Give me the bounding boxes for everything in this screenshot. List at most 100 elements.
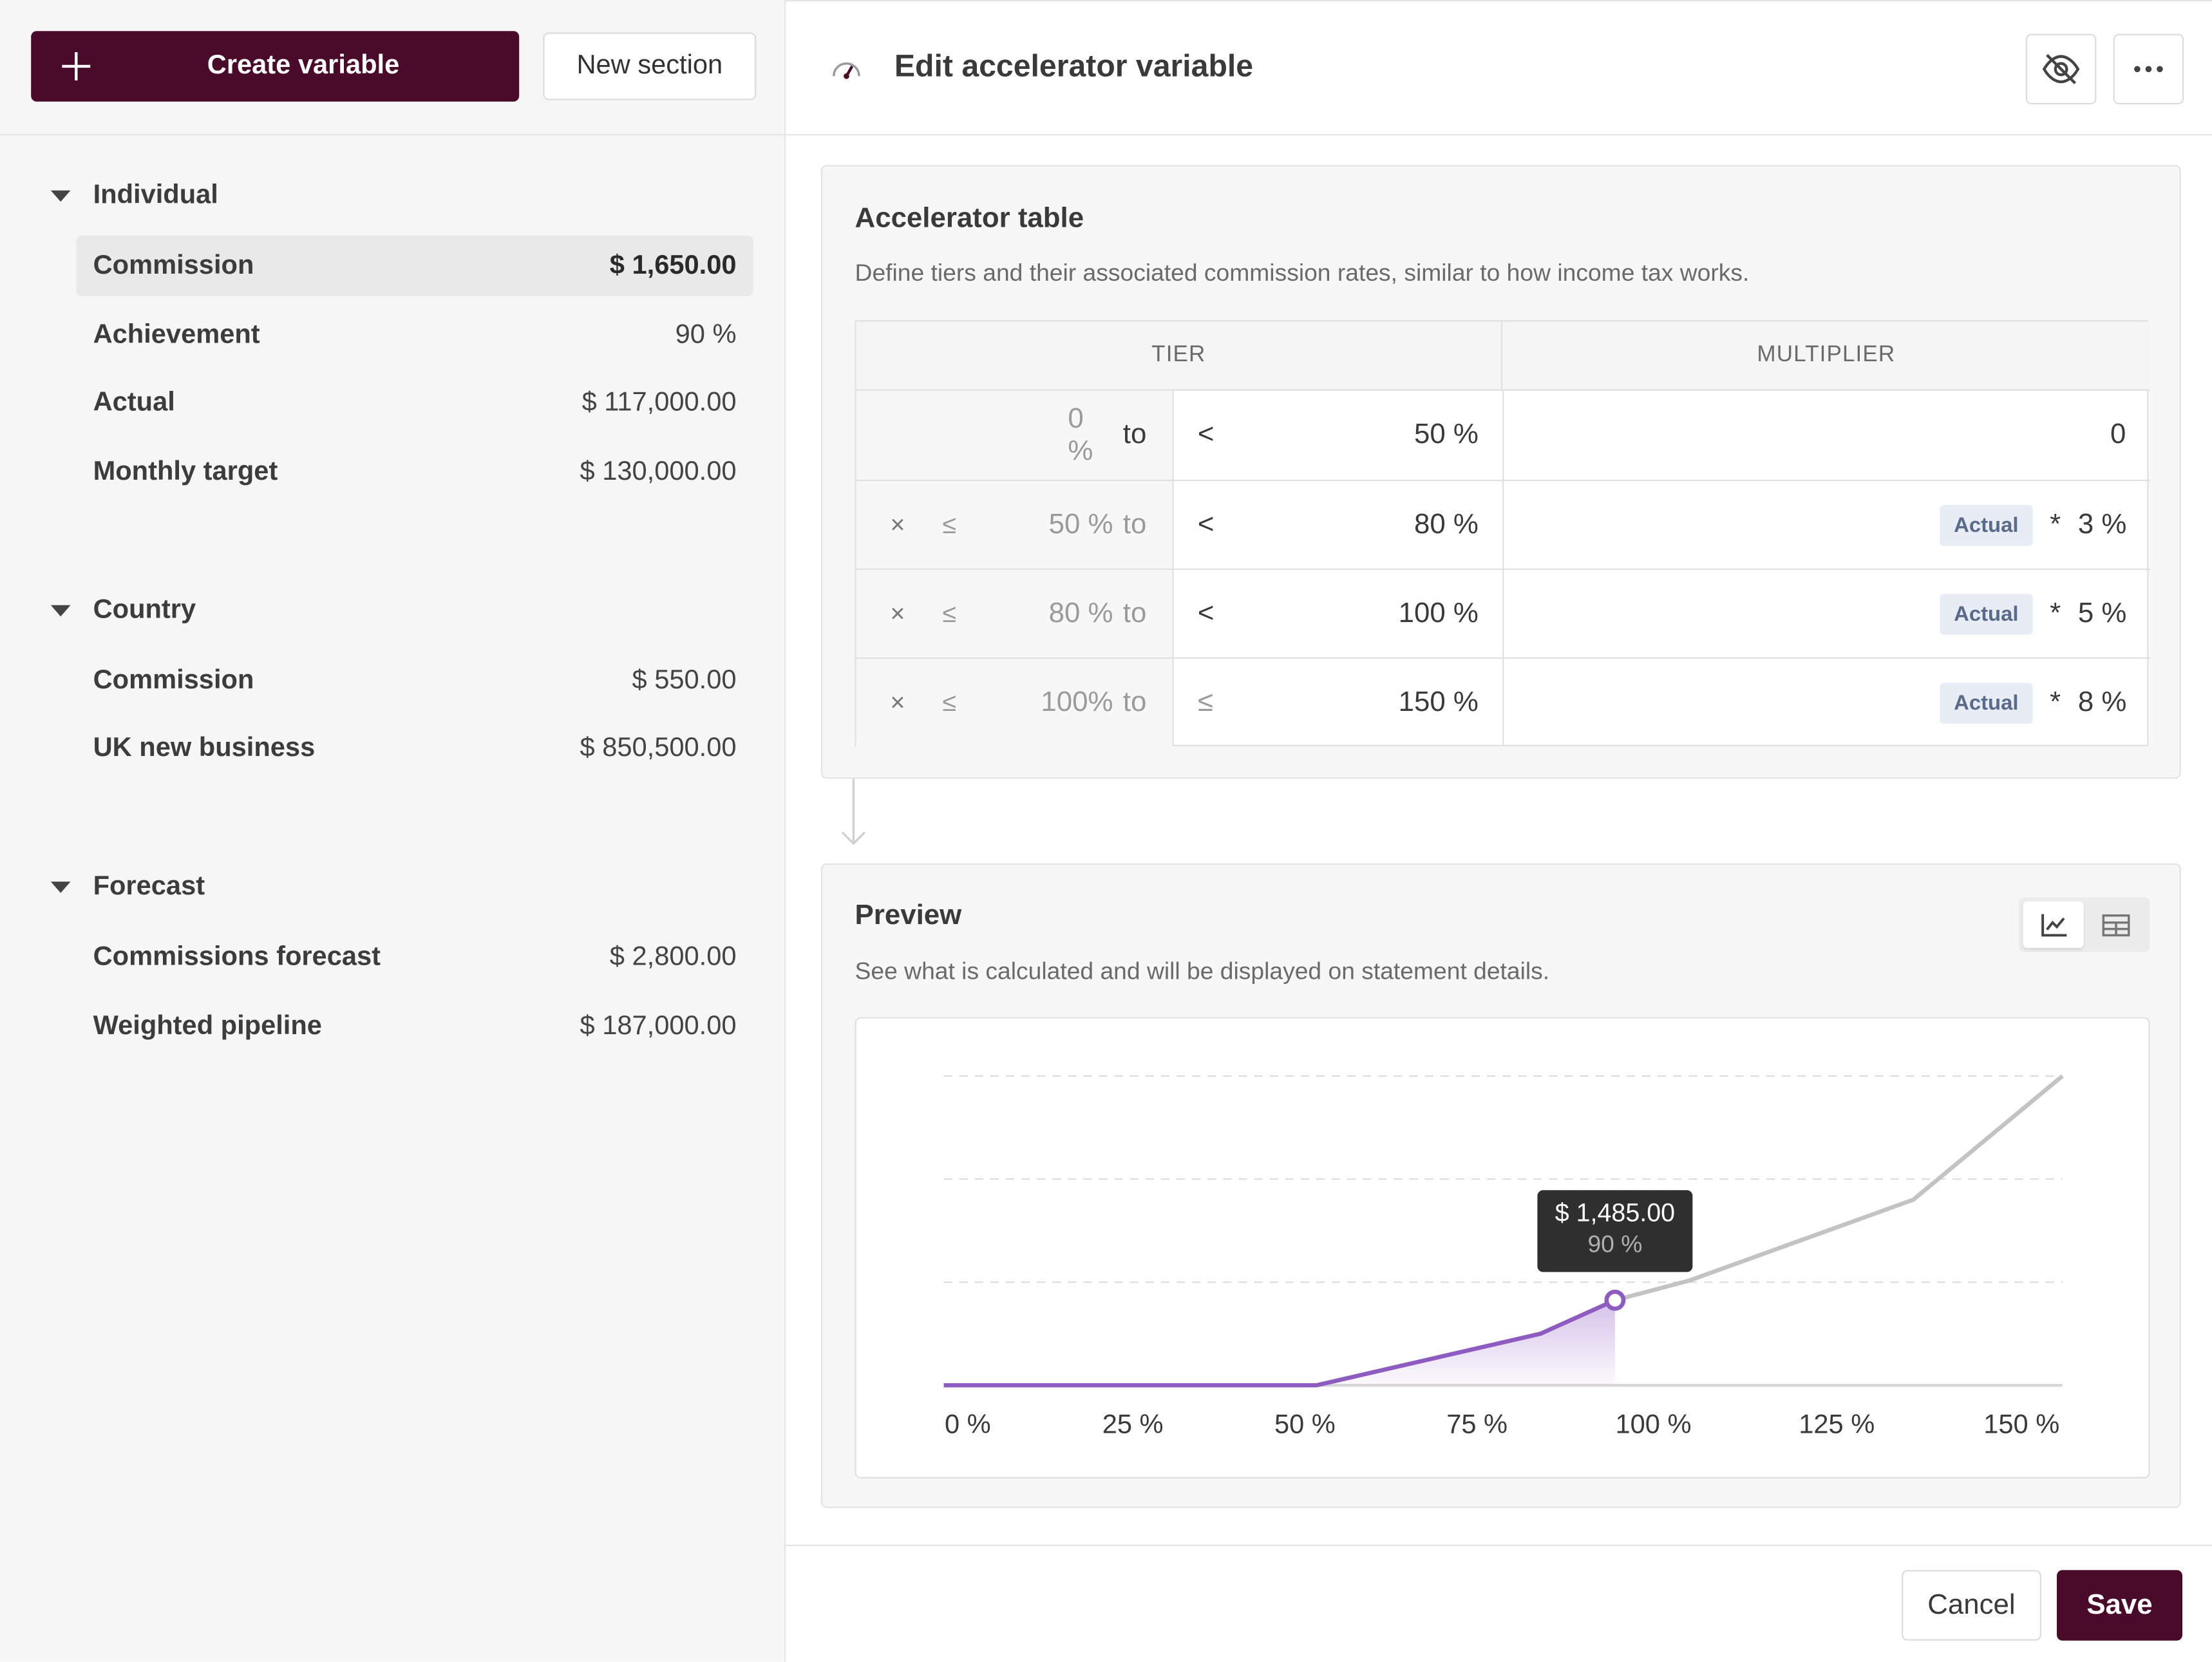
tier-to-operator: ≤ — [1197, 686, 1213, 717]
variable-badge-actual[interactable]: Actual — [1940, 504, 2033, 545]
sidebar-toolbar: Create variable New section — [0, 0, 785, 136]
variable-row-monthly-target[interactable]: Monthly target $ 130,000.00 — [76, 442, 753, 502]
cancel-button[interactable]: Cancel — [1902, 1570, 2041, 1641]
tier-to-operator: < — [1197, 597, 1215, 628]
variable-name: Commission — [93, 665, 254, 695]
series-line-achieved — [943, 1298, 1616, 1388]
variable-badge-actual[interactable]: Actual — [1940, 593, 2033, 634]
variable-name: Monthly target — [93, 456, 278, 486]
more-options-button[interactable] — [2113, 33, 2184, 105]
section-header-forecast[interactable]: Forecast — [50, 866, 205, 909]
variable-row-achievement[interactable]: Achievement 90 % — [76, 305, 753, 365]
panel-header: Edit accelerator variable — [786, 0, 2212, 136]
accelerator-table: TIER MULTIPLIER 0 % to < 50 % 0 × ≤ 50 % — [855, 320, 2150, 746]
chart-view-button[interactable] — [2023, 901, 2084, 949]
eye-off-icon — [2042, 53, 2080, 84]
more-icon — [2134, 66, 2163, 73]
multiplier-value[interactable]: 5 % — [2077, 597, 2127, 628]
badge-wrap: Actual — [1940, 481, 2033, 569]
create-variable-button[interactable]: Create variable — [31, 31, 520, 102]
variable-value: $ 2,800.00 — [609, 941, 737, 972]
caret-down-icon — [50, 190, 71, 202]
table-icon — [2101, 913, 2130, 936]
panel-footer: Cancel Save — [786, 1544, 2212, 1662]
variable-row-actual[interactable]: Actual $ 117,000.00 — [76, 372, 753, 433]
remove-tier-button[interactable]: × — [890, 687, 905, 716]
column-header-multiplier: MULTIPLIER — [1502, 321, 2150, 391]
arrow-down-icon — [841, 779, 866, 845]
x-tick-label: 125 % — [1799, 1409, 1875, 1439]
section-header-country[interactable]: Country — [50, 590, 196, 632]
tier-from-value: 0 % — [1068, 402, 1093, 467]
table-view-button[interactable] — [2085, 902, 2146, 948]
section-title: Individual — [93, 180, 218, 211]
preview-description: See what is calculated and will be displ… — [855, 958, 1550, 985]
variable-row-commission[interactable]: Commission $ 1,650.00 — [76, 235, 753, 297]
multiplier-value[interactable]: 3 % — [2077, 508, 2127, 540]
hide-button[interactable] — [2025, 33, 2097, 105]
accelerator-description: Define tiers and their associated commis… — [855, 260, 1750, 287]
variable-value: $ 850,500.00 — [580, 733, 737, 763]
tier-to-input[interactable]: 50 % — [1413, 419, 1479, 450]
multiplier-value[interactable]: 0 — [2110, 419, 2126, 450]
column-header-tier: TIER — [856, 321, 1503, 391]
tier-to-word: to — [1122, 597, 1147, 628]
tier-to-operator: < — [1197, 508, 1215, 540]
variable-name: Commission — [93, 250, 254, 280]
section-title: Country — [93, 595, 196, 625]
tier-to-operator: < — [1197, 419, 1215, 450]
variable-row-commissions-forecast[interactable]: Commissions forecast $ 2,800.00 — [76, 927, 753, 987]
page-title: Edit accelerator variable — [894, 48, 1254, 84]
row-divider — [856, 568, 2150, 571]
tooltip-percent: 90 % — [1587, 1231, 1642, 1258]
variable-name: Actual — [93, 387, 175, 417]
area-fill — [943, 1300, 1615, 1386]
tier-from-value: 100% — [1041, 686, 1113, 717]
x-tick-label: 150 % — [1983, 1409, 2059, 1439]
save-button[interactable]: Save — [2057, 1570, 2182, 1641]
variable-value: $ 117,000.00 — [581, 387, 737, 417]
tier-from-operator: ≤ — [942, 598, 957, 627]
variable-row-weighted-pipeline[interactable]: Weighted pipeline $ 187,000.00 — [76, 996, 753, 1057]
variable-value: $ 187,000.00 — [580, 1010, 737, 1041]
variable-badge-actual[interactable]: Actual — [1940, 682, 2033, 723]
multiplier-operator: * — [2050, 686, 2061, 717]
accelerator-card: Accelerator table Define tiers and their… — [820, 165, 2181, 779]
accelerator-title: Accelerator table — [855, 203, 1084, 234]
badge-wrap: Actual — [1940, 570, 2033, 657]
multiplier-operator: * — [2050, 508, 2061, 540]
x-tick-label: 25 % — [1102, 1409, 1164, 1439]
preview-title: Preview — [855, 900, 962, 931]
multiplier-value[interactable]: 8 % — [2077, 686, 2127, 717]
series-line-projected — [1614, 1074, 2064, 1303]
tier-to-input[interactable]: 80 % — [1413, 508, 1479, 540]
variable-name: Weighted pipeline — [93, 1010, 322, 1041]
tooltip-box — [1537, 1190, 1693, 1272]
tier-from-value: 50 % — [1048, 508, 1113, 540]
variable-name: Commissions forecast — [93, 941, 381, 972]
tier-to-input[interactable]: 100 % — [1398, 597, 1479, 628]
x-tick-label: 100 % — [1615, 1409, 1691, 1439]
section-title: Forecast — [93, 871, 205, 902]
remove-tier-button[interactable]: × — [890, 598, 905, 627]
remove-tier-button[interactable]: × — [890, 509, 905, 538]
line-chart-icon — [2041, 913, 2066, 936]
variable-row-country-commission[interactable]: Commission $ 550.00 — [76, 650, 753, 711]
preview-card: Preview See what is calculated and will … — [820, 863, 2181, 1508]
section-header-individual[interactable]: Individual — [50, 175, 218, 218]
variable-value: 90 % — [675, 319, 737, 350]
preview-chart: $ 1,485.00 90 % 0 % 25 % 50 % 75 % 100 % 125 % 1… — [855, 1017, 2150, 1478]
tier-from-operator: ≤ — [942, 509, 957, 538]
tooltip-value: $ 1,485.00 — [1555, 1199, 1675, 1227]
row-divider — [856, 657, 2150, 659]
variable-row-uk-new-business[interactable]: UK new business $ 850,500.00 — [76, 718, 753, 779]
variable-value: $ 550.00 — [632, 665, 737, 695]
variable-value: $ 1,650.00 — [609, 250, 737, 280]
variable-name: UK new business — [93, 733, 316, 763]
highlight-point — [1604, 1289, 1626, 1311]
chart-svg: $ 1,485.00 90 % 0 % 25 % 50 % 75 % 100 % 125 % 1… — [943, 1074, 2064, 1439]
tier-to-input[interactable]: 150 % — [1398, 686, 1479, 717]
new-section-button[interactable]: New section — [543, 32, 757, 100]
gauge-icon — [832, 62, 860, 79]
